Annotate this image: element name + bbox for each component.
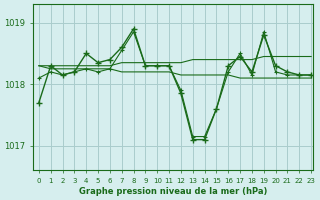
X-axis label: Graphe pression niveau de la mer (hPa): Graphe pression niveau de la mer (hPa) xyxy=(79,187,268,196)
